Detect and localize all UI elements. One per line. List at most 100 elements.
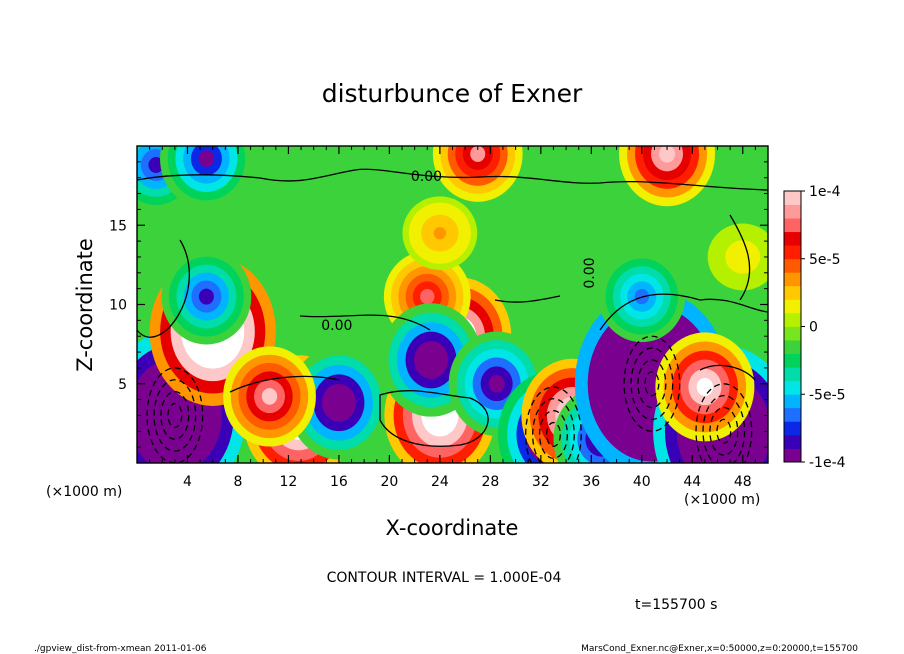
colorbar-swatch bbox=[784, 312, 801, 327]
y-tick-label: 10 bbox=[109, 298, 127, 314]
field-ring bbox=[736, 251, 749, 263]
negative-contour bbox=[695, 383, 753, 463]
x-tick-label: 16 bbox=[330, 474, 348, 490]
colorbar-swatch bbox=[784, 218, 801, 233]
shaded-field bbox=[137, 146, 768, 463]
colorbar-swatch bbox=[784, 231, 801, 246]
negative-contour bbox=[160, 391, 190, 440]
field-feature-23 bbox=[707, 223, 768, 291]
colorbar-swatch bbox=[784, 407, 801, 422]
field-ring bbox=[470, 146, 486, 162]
field-ring bbox=[433, 227, 447, 240]
y-axis: 5 10 15 bbox=[109, 161, 768, 448]
field-feature-22 bbox=[402, 196, 478, 270]
colorbar-swatch bbox=[784, 204, 801, 219]
negative-contour bbox=[525, 386, 582, 463]
x-tick-label: 44 bbox=[683, 474, 701, 490]
colorbar-label: 1e-4 bbox=[809, 184, 841, 200]
contour-interval: CONTOUR INTERVAL = 1.000E-04 bbox=[327, 570, 562, 586]
colorbar-swatch bbox=[784, 394, 801, 409]
field-feature-4 bbox=[160, 146, 253, 209]
footer-left: ./gpview_dist-from-xmean 2011-01-06 bbox=[34, 644, 207, 654]
field-ring bbox=[422, 350, 440, 370]
negative-contour bbox=[644, 371, 660, 397]
zero-contour-upper bbox=[137, 168, 768, 191]
x-tick-label: 28 bbox=[481, 474, 499, 490]
negative-contour bbox=[637, 359, 667, 409]
colorbar-swatch bbox=[784, 299, 801, 314]
y-tick-label: 15 bbox=[109, 218, 127, 234]
negative-contours bbox=[146, 335, 753, 463]
zero-contour-lower bbox=[229, 375, 489, 447]
field-ring bbox=[261, 388, 278, 405]
field-feature-19 bbox=[655, 332, 755, 442]
x-unit-right: (×1000 m) bbox=[684, 492, 760, 508]
chart-title: disturbunce of Exner bbox=[322, 79, 583, 108]
y-tick-label: 5 bbox=[118, 377, 127, 393]
field-ring bbox=[330, 393, 348, 413]
negative-contour-set-1 bbox=[525, 386, 582, 463]
x-unit-left: (×1000 m) bbox=[46, 484, 122, 500]
field-ring bbox=[163, 401, 187, 430]
negative-contour bbox=[716, 418, 732, 444]
colorbar-swatch bbox=[784, 367, 801, 382]
x-tick-label: 4 bbox=[183, 474, 192, 490]
x-tick-label: 36 bbox=[582, 474, 600, 490]
colorbar-label: 0 bbox=[809, 320, 818, 336]
negative-contour bbox=[702, 394, 746, 463]
negative-contour bbox=[545, 421, 562, 448]
field-feature-7 bbox=[223, 346, 316, 447]
field-ring bbox=[198, 150, 215, 167]
colorbar-swatch bbox=[784, 380, 801, 395]
contour-lines bbox=[137, 168, 768, 447]
contour-labels: 0.00 0.00 0.00 bbox=[321, 169, 598, 334]
x-tick-label: 12 bbox=[280, 474, 298, 490]
y-axis-label: Z-coordinate bbox=[73, 238, 97, 372]
colorbar-swatch bbox=[784, 191, 801, 205]
colorbar-swatch bbox=[784, 340, 801, 354]
colorbar-swatch bbox=[784, 245, 801, 260]
colorbar-swatch bbox=[784, 434, 801, 449]
colorbar-swatch bbox=[784, 353, 801, 368]
negative-contour-set-2 bbox=[623, 335, 681, 432]
contour-label: 0.00 bbox=[582, 257, 598, 288]
negative-contour bbox=[532, 398, 575, 463]
footer-right: MarsCond_Exner.nc@Exner,x=0:50000,z=0:20… bbox=[581, 644, 858, 654]
colorbar: 1e-4 5e-5 0 -5e-5 -1e-4 bbox=[783, 184, 846, 471]
field-ring bbox=[488, 375, 505, 393]
colorbar-swatch bbox=[784, 448, 801, 463]
colorbar-swatch bbox=[784, 421, 801, 436]
x-tick-label: 48 bbox=[734, 474, 752, 490]
colorbar-swatch bbox=[784, 272, 801, 287]
negative-contour bbox=[167, 402, 183, 429]
field-feature-20 bbox=[619, 146, 716, 207]
x-axis: 4 8 12 16 20 24 28 32 36 40 44 48 bbox=[149, 146, 756, 490]
zero-contour-middle bbox=[137, 239, 768, 338]
x-tick-label: 24 bbox=[431, 474, 449, 490]
colorbar-swatch bbox=[784, 285, 801, 300]
colorbar-label: -1e-4 bbox=[809, 455, 846, 471]
plot-area: 0.00 0.00 0.00 bbox=[136, 145, 769, 464]
field-ring bbox=[659, 146, 676, 163]
field-ring bbox=[696, 377, 714, 397]
field-feature-21 bbox=[432, 146, 523, 202]
colorbar-label: -5e-5 bbox=[809, 387, 846, 403]
negative-contour bbox=[153, 379, 197, 452]
colorbar-label: 5e-5 bbox=[809, 252, 840, 268]
colorbar-swatch bbox=[784, 258, 801, 273]
contour-label: 0.00 bbox=[411, 169, 442, 185]
x-axis-label: X-coordinate bbox=[386, 516, 519, 540]
negative-contour bbox=[630, 347, 674, 421]
field-ring bbox=[148, 157, 164, 174]
negative-contour bbox=[623, 335, 681, 432]
x-tick-label: 40 bbox=[633, 474, 651, 490]
x-tick-label: 8 bbox=[233, 474, 242, 490]
negative-contour bbox=[709, 406, 739, 456]
colorbar-swatch bbox=[784, 326, 801, 341]
contour-label: 0.00 bbox=[321, 318, 352, 334]
negative-contour bbox=[538, 410, 569, 459]
field-feature-2 bbox=[161, 248, 252, 345]
x-tick-label: 20 bbox=[380, 474, 398, 490]
x-tick-label: 32 bbox=[532, 474, 550, 490]
